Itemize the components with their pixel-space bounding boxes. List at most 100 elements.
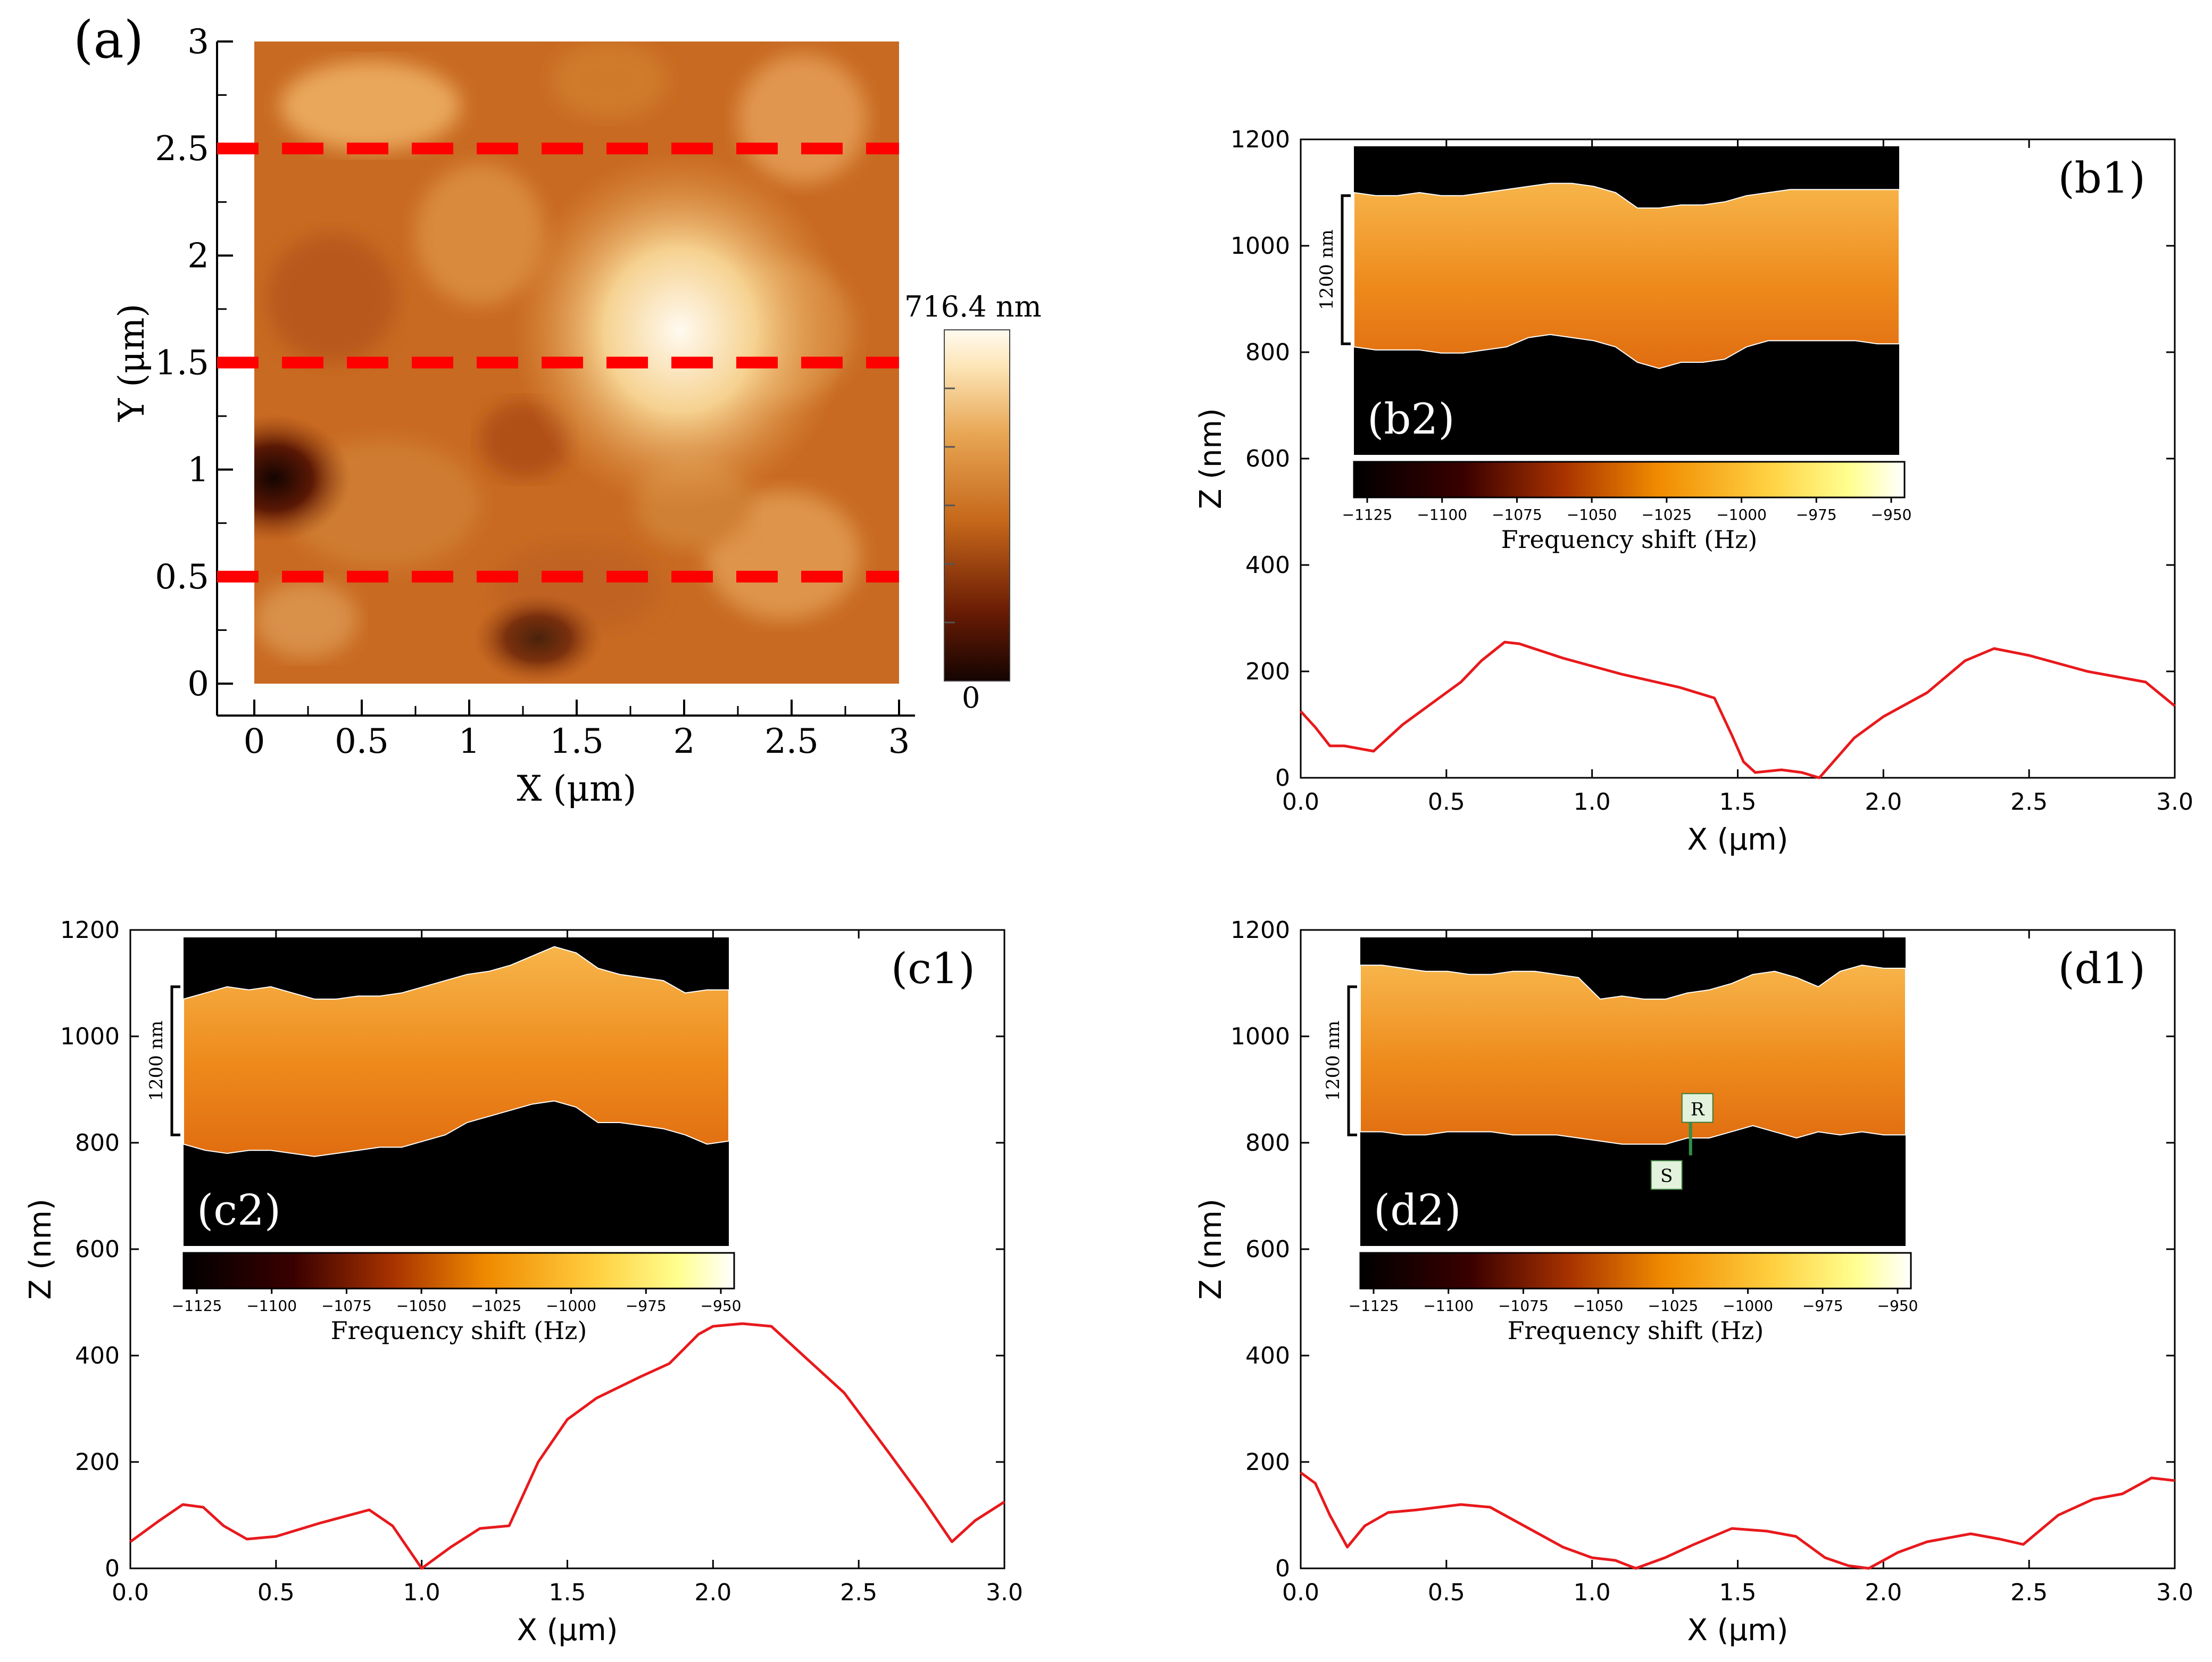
profile-point	[1714, 697, 1715, 699]
inset-band	[183, 946, 729, 1157]
scale-bracket	[1341, 194, 1351, 345]
afm-dark-region	[254, 414, 351, 543]
freq-colorbar-tick-label: −1075	[321, 1297, 372, 1315]
y-tick-label: 2	[187, 236, 209, 276]
freq-colorbar-tick-label: −1025	[1641, 506, 1692, 523]
x-tick-label: 1.5	[550, 722, 604, 761]
inset-image-d2: (d2)	[1360, 937, 1906, 1246]
y-tick-label: 2.5	[155, 129, 209, 169]
y-tick-label: 800	[1245, 339, 1290, 366]
afm-grain	[415, 163, 545, 305]
scale-label: 1200 nm	[146, 1020, 167, 1101]
freq-colorbar-tick-label: −950	[1871, 506, 1912, 523]
x-tick-label: 3.0	[986, 1579, 1023, 1606]
profile-point	[1329, 1515, 1330, 1516]
panel-label: (d1)	[2058, 944, 2146, 993]
afm-dark-region	[473, 594, 603, 684]
x-tick-label: 1.5	[1719, 788, 1757, 816]
x-tick-label: 3.0	[2156, 788, 2193, 816]
x-tick-label: 2.0	[694, 1579, 731, 1606]
y-tick-label: 0.5	[155, 558, 209, 597]
y-tick-label: 1	[187, 451, 209, 490]
freq-colorbar-tick-label: −975	[1796, 506, 1837, 523]
freq-colorbar-tick-label: −1125	[1342, 506, 1393, 523]
x-tick-label: 2.0	[1865, 1579, 1902, 1606]
freq-colorbar-tick-label: −1075	[1492, 506, 1542, 523]
marker-box-s	[1650, 1160, 1683, 1190]
afm-grain	[738, 54, 867, 183]
x-tick-label: 3	[888, 722, 910, 761]
x-tick-label: 2	[673, 722, 695, 761]
freq-colorbar-label: Frequency shift (Hz)	[1501, 525, 1758, 554]
x-axis-label: X (μm)	[517, 768, 637, 809]
afm-grain	[280, 61, 461, 151]
y-tick-label: 0	[105, 1555, 120, 1582]
afm-grain	[551, 41, 667, 119]
scale-label: 1200 nm	[1316, 229, 1337, 310]
afm-bright-region	[512, 151, 848, 511]
y-tick-label: 600	[75, 1236, 120, 1263]
marker-box-r	[1681, 1093, 1714, 1123]
y-tick-label: 600	[1245, 1236, 1290, 1263]
profile-point	[1315, 727, 1316, 728]
freq-colorbar-label: Frequency shift (Hz)	[1508, 1316, 1764, 1345]
y-tick-label: 1000	[60, 1023, 120, 1050]
y-tick-label: 1000	[1230, 232, 1290, 260]
inset-label: (d2)	[1374, 1185, 1461, 1235]
marker-label-r: R	[1691, 1099, 1705, 1120]
freq-colorbar-tick-label: −1075	[1498, 1297, 1549, 1315]
x-axis-label: X (μm)	[1687, 1613, 1788, 1648]
profile-point	[1868, 1568, 1869, 1569]
x-tick-label: 0.5	[1428, 788, 1465, 816]
profile-point	[2023, 1544, 2024, 1545]
x-tick-label: 0.0	[1282, 788, 1319, 816]
freq-colorbar-tick-label: −1050	[1567, 506, 1617, 523]
x-tick-label: 1.0	[1574, 788, 1611, 816]
profile-point	[922, 1499, 924, 1500]
x-tick-label: 1.5	[549, 1579, 586, 1606]
profile-line	[129, 1322, 1005, 1570]
x-tick-label: 1	[459, 722, 480, 761]
colorbar	[944, 329, 1010, 682]
y-tick-label: 200	[1245, 658, 1290, 685]
x-tick-label: 0.0	[112, 1579, 149, 1606]
x-tick-label: 1.0	[1574, 1579, 1611, 1606]
profile-line	[1300, 1471, 2175, 1570]
freq-colorbar-tick-label: −975	[626, 1297, 667, 1315]
freq-colorbar-tick-label: −1125	[1349, 1297, 1399, 1315]
x-tick-label: 0	[244, 722, 265, 761]
panel-b1: 0.0 0.5 1.0 1.5 2.0 2.5 3.0 0 200 400 600 800 1000 12…	[1194, 126, 2193, 857]
panel-a-axes: 0 0.5 1 1.5 2 2.5 3 0 0.5 1 1.5 2 2.5 3 X (μm) Y (μm)	[111, 22, 915, 809]
panel-a: 0 0.5 1 1.5 2 2.5 3 0 0.5 1 1.5 2 2.5 3 X (μm) Y (μm) (a…	[73, 10, 1042, 809]
scale-label: 1200 nm	[1323, 1020, 1344, 1101]
y-tick-label: 1.5	[155, 344, 209, 383]
profile-point	[1562, 1547, 1564, 1548]
freq-colorbar	[1353, 461, 1906, 498]
inset-image-b2: (b2)	[1353, 146, 1900, 455]
freq-colorbar-tick-label: −1050	[1573, 1297, 1624, 1315]
x-axis-label: X (μm)	[517, 1613, 618, 1648]
freq-colorbar-tick-label: −950	[1877, 1297, 1918, 1315]
freq-colorbar-tick-label: −1050	[396, 1297, 447, 1315]
inset-label: (c2)	[197, 1185, 281, 1235]
y-tick-label: 400	[75, 1342, 120, 1369]
freq-colorbar-label: Frequency shift (Hz)	[331, 1316, 587, 1345]
afm-grain	[254, 580, 357, 658]
profile-point	[319, 1523, 320, 1524]
x-tick-label: 0.0	[1282, 1579, 1319, 1606]
y-tick-label: 800	[1245, 1129, 1290, 1157]
profile-point	[1373, 751, 1374, 752]
profile-point	[975, 1520, 976, 1521]
x-tick-label: 0.5	[1428, 1579, 1465, 1606]
y-axis-label: Z (nm)	[1194, 408, 1228, 509]
afm-grain	[267, 234, 396, 363]
profile-point	[1801, 772, 1802, 773]
freq-colorbar-tick-label: −1100	[1423, 1297, 1474, 1315]
panel-d1: 0.0 0.5 1.0 1.5 2.0 2.5 3.0 0 200 400 600 800 1000 12…	[1194, 917, 2193, 1648]
profile-point	[1635, 1568, 1636, 1569]
y-tick-label: 0	[187, 664, 209, 704]
x-tick-label: 2.0	[1865, 788, 1902, 816]
profile-point	[1504, 642, 1505, 643]
